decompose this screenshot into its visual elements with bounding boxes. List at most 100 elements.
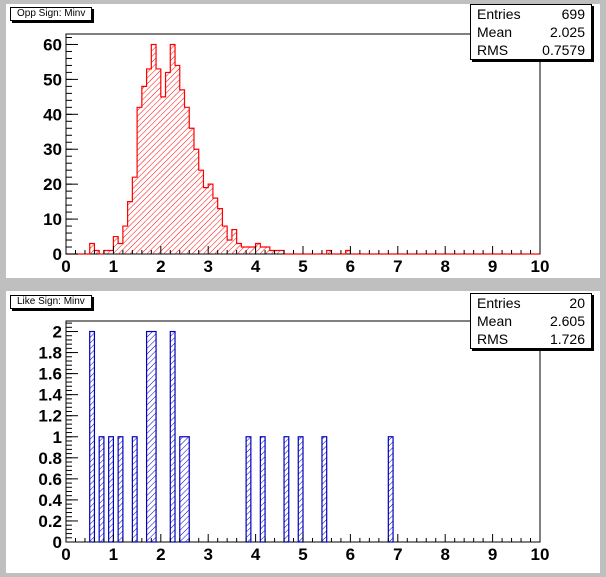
histogram-bin [98, 436, 105, 543]
x-tick-label: 10 [531, 257, 550, 276]
histogram-bin [175, 65, 180, 254]
histogram-bin [156, 68, 161, 255]
histogram-bin [217, 208, 223, 254]
histogram-bars [89, 330, 394, 543]
y-tick-label: 50 [43, 70, 62, 89]
y-tick-label: 20 [43, 175, 62, 194]
histogram-bin [198, 170, 204, 254]
opp-sign-stats-box: Entries 699 Mean 2.025 RMS 0.7579 [470, 4, 592, 60]
x-tick-label: 7 [393, 257, 402, 276]
y-tick-label: 2 [53, 323, 62, 342]
x-tick-label: 4 [251, 257, 261, 276]
histogram-bin [169, 330, 176, 543]
histogram-bin [131, 436, 138, 543]
y-tick-label: 1.8 [38, 344, 62, 363]
histogram-bin [326, 250, 332, 254]
histogram-bin [274, 250, 280, 254]
x-tick-label: 6 [346, 545, 355, 564]
y-tick-label: 0.4 [38, 491, 62, 510]
stats-value: 20 [569, 295, 585, 311]
histogram-bin [321, 436, 328, 543]
y-tick-label: 0 [53, 245, 62, 264]
stats-mean-row: Mean 2.605 [471, 312, 591, 330]
stats-label: Entries [477, 295, 521, 311]
like-sign-stats-box: Entries 20 Mean 2.605 RMS 1.726 [470, 293, 592, 349]
stats-label: Mean [477, 24, 513, 40]
opp-sign-histogram: 0 1 2 3 4 5 6 7 8 9 10 0 10 20 30 40 50 60 [43, 33, 550, 276]
stats-entries-row: Entries 699 [471, 5, 591, 23]
stats-rms-row: RMS 1.726 [471, 330, 591, 348]
x-tick-label: 8 [440, 545, 449, 564]
histogram-bin [108, 250, 114, 254]
histogram-bin [89, 243, 95, 254]
histogram-bin [345, 250, 351, 254]
histogram-bin [259, 436, 266, 543]
y-tick-label: 0.8 [38, 449, 62, 468]
y-tick-label: 0 [53, 533, 62, 552]
histogram-bin [241, 247, 247, 254]
y-tick-label: 60 [43, 35, 62, 54]
x-tick-label: 6 [346, 257, 355, 276]
histogram-bin [203, 187, 209, 254]
stats-label: RMS [477, 42, 509, 58]
histogram-bin [118, 243, 123, 254]
stats-label: Mean [477, 313, 513, 329]
histogram-outline [66, 43, 540, 255]
stats-value: 1.726 [549, 331, 585, 347]
stats-value: 2.025 [549, 24, 585, 40]
histogram-bars [89, 44, 351, 255]
y-tick-label: 1.6 [38, 365, 62, 384]
y-tick-label: 40 [43, 105, 62, 124]
histogram-bin [179, 89, 185, 254]
histogram-bin [279, 250, 285, 254]
histogram-bin [236, 243, 242, 254]
y-tick-label: 1.4 [38, 386, 62, 405]
histogram-bin [137, 107, 142, 254]
histogram-bin [151, 44, 157, 254]
stats-entries-row: Entries 20 [471, 294, 591, 312]
histogram-bin [145, 330, 157, 543]
x-tick-label: 4 [251, 545, 261, 564]
histogram-bin [227, 240, 232, 254]
histogram-bin [113, 236, 119, 254]
opp-sign-pad: 0 1 2 3 4 5 6 7 8 9 10 0 10 20 30 40 50 60 Opp Sign: Minv… [6, 4, 600, 278]
x-tick-label: 7 [393, 545, 402, 564]
histogram-bin [260, 247, 266, 254]
x-tick-label: 0 [61, 545, 70, 564]
histogram-bin [208, 184, 213, 254]
y-tick-label: 10 [43, 210, 62, 229]
stats-value: 2.605 [549, 313, 585, 329]
y-tick-label: 0.2 [38, 512, 62, 531]
x-tick-label: 1 [109, 545, 118, 564]
stats-value: 0.7579 [542, 42, 585, 58]
histogram-bin [94, 250, 100, 254]
histogram-bin [122, 226, 128, 254]
x-tick-label: 9 [488, 545, 497, 564]
histogram-bin [189, 128, 194, 254]
histogram-bin [108, 436, 115, 543]
histogram-bin [231, 229, 237, 254]
histogram-bin [255, 243, 261, 254]
y-tick-label: 0.6 [38, 470, 62, 489]
histogram-bin [89, 330, 96, 543]
stats-rms-row: RMS 0.7579 [471, 41, 591, 59]
histogram-bin [179, 436, 190, 543]
histogram-bin [246, 247, 251, 254]
x-tick-label: 9 [488, 257, 497, 276]
histogram-bin [103, 250, 109, 254]
x-tick-label: 5 [298, 545, 307, 564]
y-tick-label: 30 [43, 140, 62, 159]
histogram-bin [184, 107, 190, 254]
histogram-bin [297, 436, 304, 543]
x-tick-label: 1 [109, 257, 118, 276]
histogram-bin [222, 226, 228, 254]
histogram-bin [245, 436, 252, 543]
x-tick-label: 10 [531, 545, 550, 564]
stats-label: RMS [477, 331, 509, 347]
histogram-bin [265, 247, 270, 254]
opp-sign-title: Opp Sign: Minv [10, 7, 93, 21]
histogram-bin [132, 177, 138, 254]
histogram-bin [250, 247, 256, 254]
x-tick-label: 2 [156, 545, 165, 564]
y-tick-label: 1.2 [38, 407, 62, 426]
